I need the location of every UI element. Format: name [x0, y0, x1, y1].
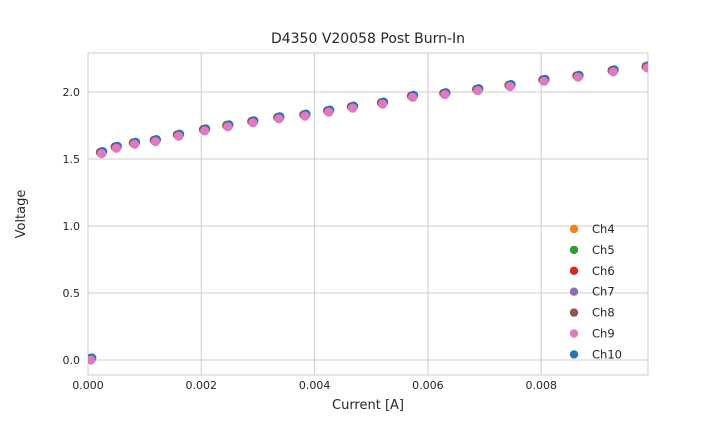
- data-point-Ch9: [378, 99, 388, 109]
- data-points: [88, 61, 648, 365]
- series-Ch4: [88, 62, 648, 364]
- series-Ch8: [88, 61, 648, 364]
- y-tick-label: 0.0: [63, 354, 81, 367]
- data-point-Ch9: [88, 355, 96, 365]
- legend-marker-Ch6: [569, 266, 579, 275]
- legend-label-Ch8: Ch8: [592, 306, 615, 320]
- gridlines: [87, 53, 648, 375]
- data-point-Ch9: [505, 82, 515, 92]
- x-tick-label: 0.000: [72, 379, 104, 392]
- x-tick-label: 0.004: [299, 379, 331, 392]
- legend-label-Ch7: Ch7: [592, 285, 615, 299]
- legend-label-Ch4: Ch4: [592, 222, 615, 236]
- plot-area-border: [87, 52, 649, 376]
- y-axis-label: Voltage: [14, 190, 29, 239]
- data-point-Ch9: [573, 72, 583, 82]
- legend-label-Ch10: Ch10: [592, 347, 622, 361]
- data-point-Ch9: [642, 63, 648, 73]
- legend-label-Ch9: Ch9: [592, 327, 615, 341]
- legend-marker-Ch7: [569, 287, 579, 296]
- data-point-Ch9: [608, 67, 618, 77]
- data-point-Ch9: [200, 126, 210, 136]
- data-point-Ch9: [473, 86, 483, 96]
- series-Ch6: [88, 62, 648, 364]
- x-tick-label: 0.002: [186, 379, 218, 392]
- data-point-Ch9: [274, 114, 284, 124]
- y-tick-label: 0.5: [63, 287, 81, 300]
- data-point-Ch9: [539, 76, 549, 86]
- data-point-Ch9: [150, 137, 160, 147]
- legend-marker-Ch5: [569, 245, 579, 255]
- data-point-Ch9: [324, 107, 334, 117]
- data-point-Ch9: [408, 92, 418, 102]
- legend-marker-Ch10: [569, 350, 579, 359]
- legend-label-Ch5: Ch5: [592, 243, 615, 257]
- data-point-Ch9: [129, 139, 140, 149]
- legend-marker-Ch9: [569, 329, 579, 338]
- legend: Ch4 Ch5 Ch6 Ch7 Ch8 Ch9 Ch10: [569, 222, 622, 361]
- y-tick-label: 1.0: [63, 220, 81, 233]
- y-tick-label: 1.5: [63, 153, 81, 166]
- legend-marker-Ch4: [569, 224, 579, 234]
- x-axis-label: Current [A]: [332, 398, 404, 413]
- data-point-Ch9: [97, 149, 107, 159]
- data-point-Ch9: [174, 131, 184, 141]
- data-point-Ch9: [248, 118, 258, 128]
- series-Ch7: [88, 61, 648, 363]
- y-tick-label: 2.0: [63, 86, 81, 99]
- data-point-Ch9: [223, 122, 233, 132]
- legend-label-Ch6: Ch6: [592, 264, 615, 278]
- data-point-Ch9: [111, 143, 121, 153]
- chart-title: D4350 V20058 Post Burn-In: [271, 31, 465, 47]
- series-Ch9: [88, 63, 648, 365]
- x-tick-label: 0.008: [525, 379, 557, 392]
- tick-labels: 0.000 0.002 0.004 0.006 0.008 0.0 0.5 1.0 1.5 2.0: [63, 86, 557, 392]
- legend-marker-Ch8: [569, 308, 579, 317]
- data-point-Ch9: [440, 90, 450, 100]
- series-Ch5: [88, 62, 648, 364]
- data-point-Ch9: [348, 103, 358, 113]
- series-Ch10: [88, 61, 648, 363]
- x-tick-label: 0.006: [412, 379, 444, 392]
- data-point-Ch9: [300, 111, 310, 121]
